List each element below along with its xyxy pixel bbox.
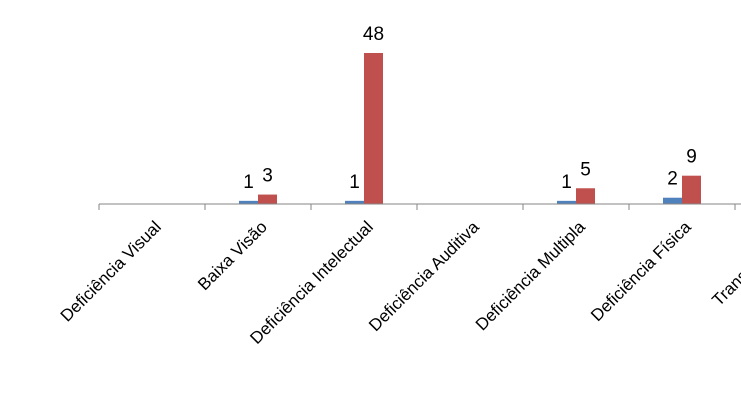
data-label: 1 bbox=[243, 172, 254, 193]
bars-group bbox=[239, 53, 701, 204]
category-label: Deficiência Multipla bbox=[472, 217, 589, 334]
bar bbox=[364, 53, 383, 204]
bar bbox=[258, 195, 277, 204]
data-label: 1 bbox=[349, 172, 360, 193]
bar bbox=[682, 176, 701, 204]
category-label: Deficiência Auditiva bbox=[365, 217, 483, 335]
data-label: 48 bbox=[363, 24, 384, 45]
data-label: 1 bbox=[561, 172, 572, 193]
data-label: 9 bbox=[686, 147, 697, 168]
category-label: Baixa Visão bbox=[194, 217, 271, 294]
category-label: Deficiência Física bbox=[587, 217, 695, 325]
category-label: Deficiência Intelectual bbox=[246, 217, 376, 347]
category-label: Deficiência Visual bbox=[57, 217, 165, 325]
data-label: 5 bbox=[580, 159, 591, 180]
data-label: 2 bbox=[667, 169, 678, 190]
bar bbox=[576, 188, 595, 204]
data-label: 3 bbox=[262, 166, 273, 187]
x-axis-ticks bbox=[99, 204, 735, 210]
category-label: Transtornos Gl bbox=[708, 217, 741, 309]
bar bbox=[663, 198, 682, 204]
category-labels: Deficiência Visual Baixa VisãoDeficiência… bbox=[57, 217, 741, 348]
